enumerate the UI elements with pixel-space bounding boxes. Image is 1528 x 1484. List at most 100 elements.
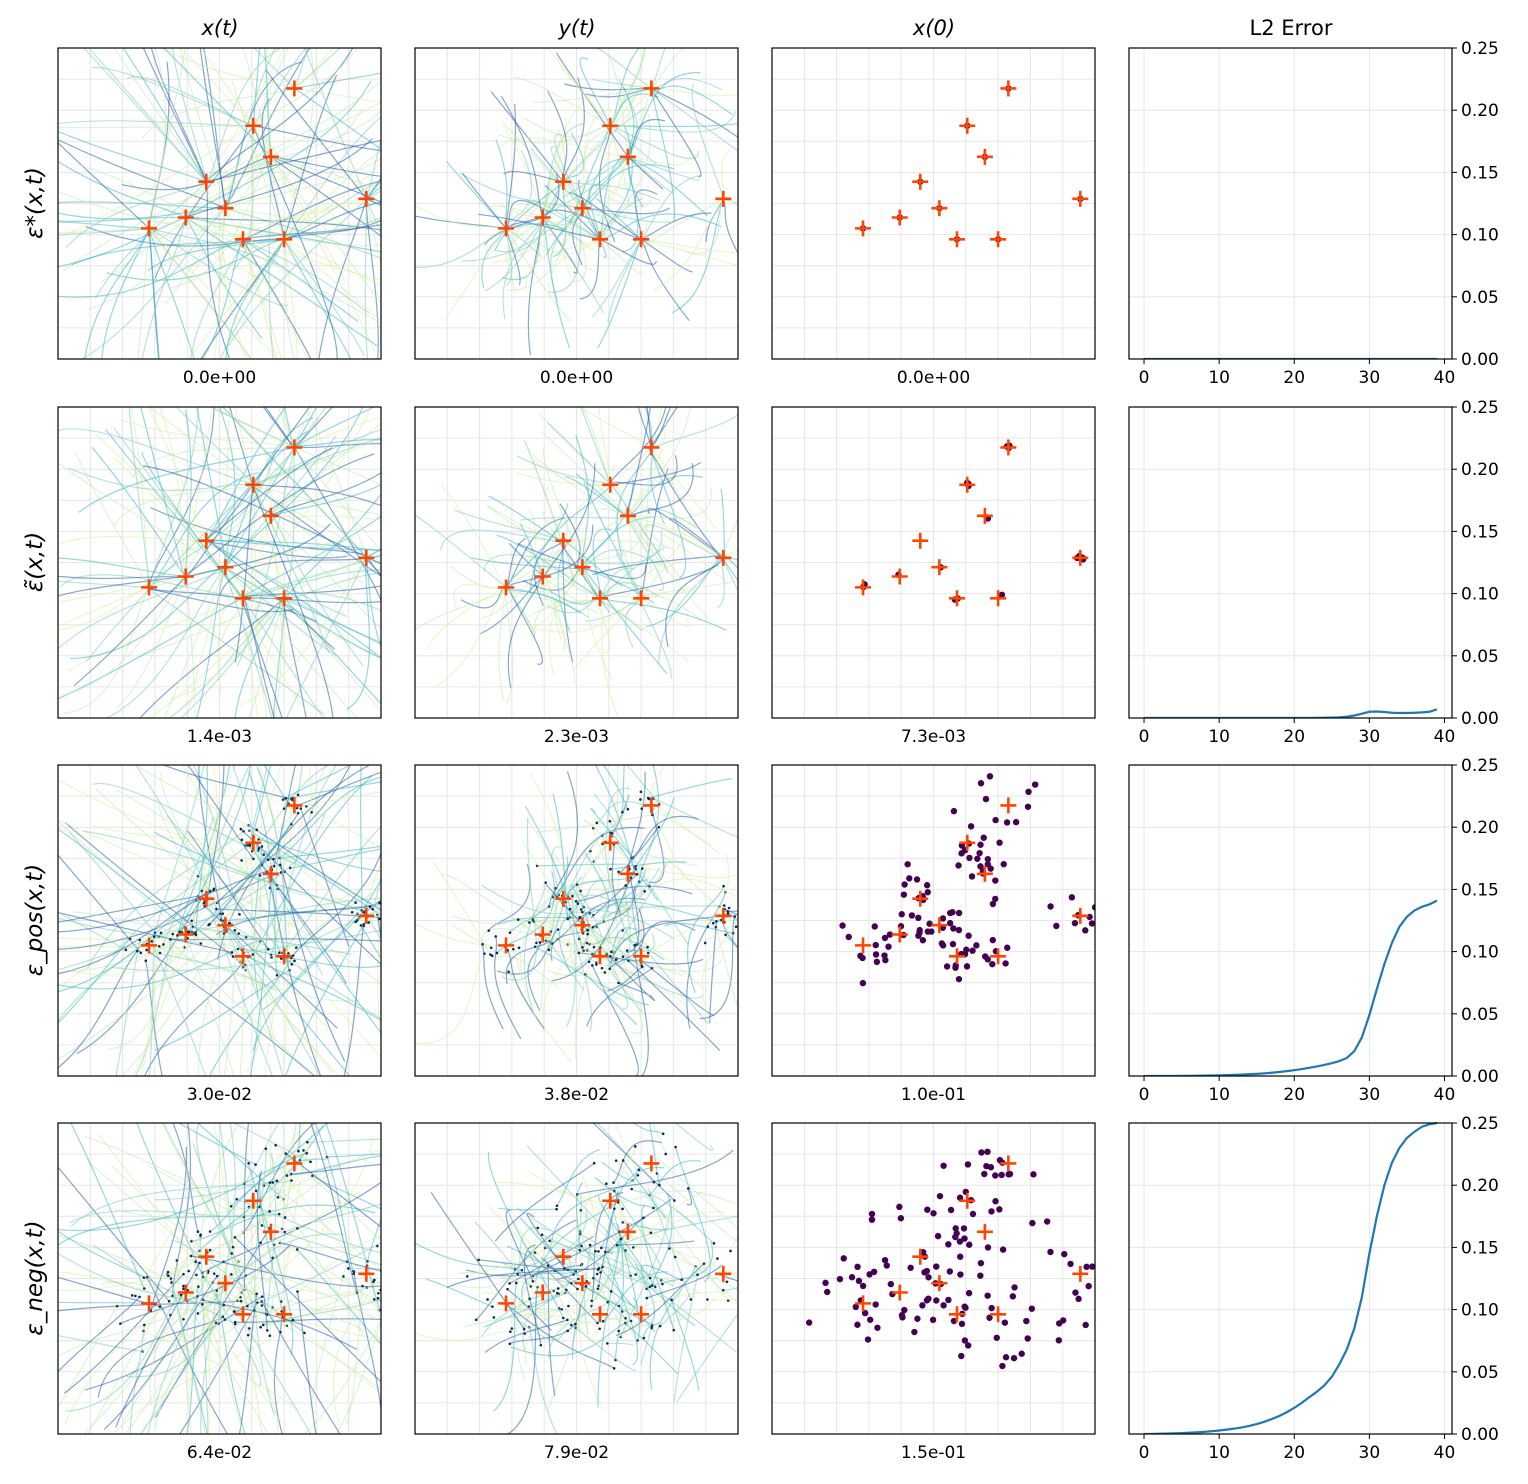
streamline: [562, 823, 617, 904]
streamline: [148, 407, 208, 541]
streamline: [304, 48, 367, 200]
stream-endpoint: [624, 884, 628, 887]
l2-ytick-label: 0.10: [1461, 226, 1499, 246]
streamline: [366, 548, 381, 558]
plus-marker-icon: [891, 926, 908, 943]
sample-point: [1096, 1294, 1102, 1300]
streamline: [627, 118, 666, 158]
axes-frame: [414, 47, 739, 360]
streamline: [205, 79, 381, 183]
streamline: [580, 1283, 660, 1325]
streamline: [609, 48, 646, 126]
stream-endpoint: [158, 1305, 162, 1308]
plus-marker-icon: [591, 590, 608, 607]
plus-marker-icon: [591, 231, 608, 248]
streamline: [646, 447, 653, 577]
streamline: [58, 911, 233, 954]
streamline: [346, 558, 370, 710]
plus-marker-icon: [555, 173, 572, 190]
streamline: [181, 765, 289, 954]
sample-point: [996, 1206, 1003, 1213]
streamline: [484, 1319, 568, 1353]
streamline: [292, 781, 381, 799]
streamline: [209, 1249, 377, 1320]
error-caption: 1.0e-01: [901, 1085, 966, 1105]
streamline: [58, 191, 244, 240]
streamline: [240, 597, 259, 718]
stream-endpoint: [182, 1287, 185, 1291]
streamline: [511, 1315, 628, 1330]
streamline: [599, 238, 657, 265]
streamline: [704, 920, 738, 944]
streamline: [296, 1291, 317, 1434]
stream-endpoint: [246, 1333, 250, 1337]
streamline: [614, 1123, 639, 1176]
streamline: [453, 584, 507, 610]
panel-yt: [414, 764, 739, 1077]
streamline: [650, 48, 666, 89]
streamline: [502, 122, 583, 209]
panel-l2-error: 0 10 20 30 400.000.050.100.150.200.25: [1128, 1114, 1499, 1463]
plus-marker-icon: [619, 148, 636, 165]
streamline: [226, 765, 282, 932]
streamline: [191, 765, 236, 922]
streamline: [284, 949, 381, 1059]
streamline: [618, 1190, 736, 1205]
streamline: [555, 536, 600, 599]
streamline: [58, 1314, 171, 1358]
stream-endpoint: [278, 951, 281, 955]
streamline: [647, 447, 724, 562]
streamline: [591, 965, 639, 1076]
stream-endpoint: [182, 1272, 185, 1276]
streamline: [381, 1271, 612, 1312]
axes-frame: [57, 406, 382, 719]
stream-endpoint: [603, 1250, 607, 1254]
stream-endpoint: [599, 1271, 602, 1274]
stream-endpoint: [605, 1342, 609, 1345]
stream-endpoint: [522, 1327, 526, 1331]
stream-endpoint: [259, 1325, 262, 1329]
stream-endpoint: [145, 948, 148, 952]
stream-endpoint: [227, 921, 231, 925]
streamline: [201, 1181, 381, 1274]
streamline: [168, 596, 285, 718]
streamline: [378, 916, 381, 920]
streamline: [101, 156, 272, 283]
stream-endpoint: [268, 1210, 271, 1213]
streamline: [244, 845, 262, 1073]
streamline: [162, 1123, 233, 1254]
streamline: [716, 1273, 738, 1282]
sample-point: [1023, 1317, 1030, 1325]
stream-endpoint: [680, 1278, 683, 1282]
streamline: [718, 906, 738, 919]
streamline: [526, 818, 538, 943]
stream-endpoint: [255, 1292, 258, 1296]
streamline: [75, 452, 149, 587]
streamline: [58, 586, 148, 627]
streamline: [219, 239, 285, 359]
streamline: [597, 239, 642, 349]
stream-endpoint: [271, 1181, 274, 1184]
streamline: [141, 87, 295, 140]
streamlines: [58, 1123, 612, 1434]
streamline: [664, 922, 734, 934]
sample-point: [973, 942, 980, 949]
streamline: [70, 926, 225, 976]
sample-point: [866, 1316, 874, 1323]
streamline: [415, 227, 507, 268]
streamline: [229, 407, 254, 486]
panel-row-2: 3.0e-02 3.8e-02 1.0e-01 0 10 20 30 400.000.050.…: [57, 756, 1499, 1105]
stream-endpoint: [246, 1304, 249, 1308]
stream-endpoint: [285, 1174, 289, 1177]
l2-xtick-label: 30: [1359, 727, 1381, 747]
sample-point: [955, 975, 963, 983]
plus-marker-icon: [855, 579, 872, 596]
streamline: [268, 156, 274, 359]
sample-point: [967, 823, 975, 830]
stream-endpoint: [232, 1310, 236, 1313]
streamline: [58, 1276, 161, 1308]
streamline: [219, 1123, 234, 1248]
sample-point: [924, 928, 932, 935]
streamline: [241, 125, 254, 305]
stream-endpoint: [198, 1261, 201, 1265]
